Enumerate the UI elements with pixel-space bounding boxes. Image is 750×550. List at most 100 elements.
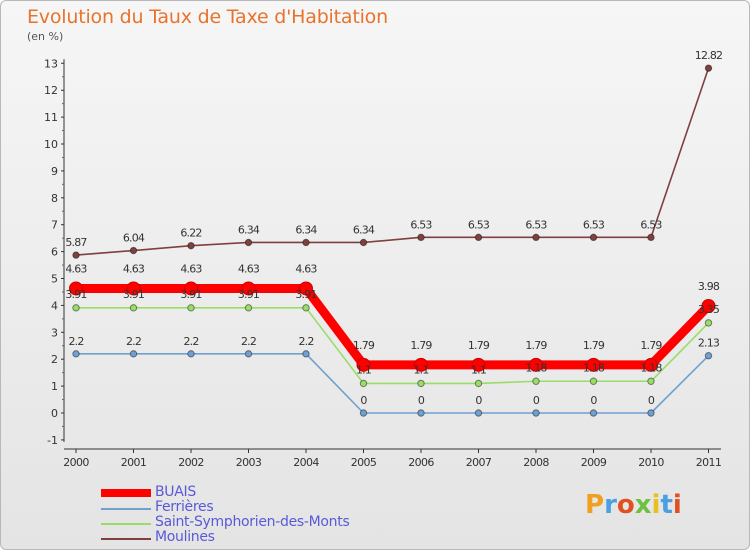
data-label-moulines: 6.04 <box>123 232 145 245</box>
data-label-ferrieres: 0 <box>533 394 540 407</box>
data-point-buais <box>184 281 198 296</box>
data-point-ferrieres <box>417 409 425 417</box>
data-label-buais: 1.79 <box>525 339 547 352</box>
data-label-moulines: 6.22 <box>180 227 201 240</box>
data-label-buais: 4.63 <box>238 262 260 275</box>
data-point-ferrieres <box>129 350 138 358</box>
logo-letter: i <box>672 490 682 520</box>
x-tick-label: 2004 <box>293 456 319 469</box>
data-point-moulines <box>417 233 425 242</box>
x-tick-label: 2001 <box>121 456 147 469</box>
data-label-buais: 4.63 <box>123 262 145 275</box>
data-point-saint-symphorien <box>417 379 425 388</box>
logo-letter: t <box>660 490 673 520</box>
data-point-buais <box>356 357 371 372</box>
data-label-moulines: 5.87 <box>65 236 87 249</box>
legend-swatch-saint-symphorien <box>101 523 151 525</box>
legend-label-buais: BUAIS <box>155 484 196 500</box>
data-point-saint-symphorien <box>532 377 540 385</box>
y-tick-label: 9 <box>51 165 58 178</box>
data-label-ferrieres: 2.2 <box>68 335 83 348</box>
legend-label-moulines: Moulines <box>155 529 215 545</box>
data-point-ferrieres <box>474 409 483 417</box>
y-tick-label: 6 <box>51 246 58 259</box>
logo-letter: r <box>604 490 617 520</box>
y-tick-label: 4 <box>51 299 58 312</box>
x-tick-label: 2009 <box>581 456 607 469</box>
data-point-saint-symphorien <box>589 377 598 385</box>
data-point-buais <box>126 281 141 296</box>
x-tick-label: 2006 <box>408 456 434 469</box>
legend-label-saint-symphorien: Saint-Symphorien-des-Monts <box>155 514 350 530</box>
logo-letter: i <box>651 490 661 520</box>
data-label-saint-symphorien: 3.35 <box>698 303 720 316</box>
y-tick-label: 11 <box>44 111 58 124</box>
data-point-ferrieres <box>244 350 253 358</box>
data-label-moulines: 6.34 <box>295 223 317 236</box>
data-label-ferrieres: 0 <box>360 394 367 407</box>
data-label-saint-symphorien: 1.18 <box>525 361 547 374</box>
y-tick-label: 7 <box>51 219 58 232</box>
data-label-ferrieres: 0 <box>418 394 425 407</box>
data-label-moulines: 12.82 <box>695 49 723 62</box>
data-point-moulines <box>187 241 195 250</box>
data-point-saint-symphorien <box>129 304 138 312</box>
data-label-ferrieres: 2.13 <box>698 337 720 350</box>
chart-title: Evolution du Taux de Taxe d'Habitation <box>27 6 388 28</box>
logo-letter: o <box>616 490 635 520</box>
data-label-ferrieres: 2.2 <box>183 335 198 348</box>
data-point-ferrieres <box>589 409 598 417</box>
data-point-moulines <box>244 238 253 247</box>
data-label-saint-symphorien: 3.91 <box>123 288 144 301</box>
series-layer <box>69 64 716 417</box>
y-tick-label: 0 <box>51 407 58 420</box>
data-label-saint-symphorien: 1.1 <box>356 363 371 376</box>
data-point-saint-symphorien <box>302 304 310 312</box>
legend-swatch-moulines <box>101 538 151 540</box>
data-point-ferrieres <box>359 409 368 417</box>
data-label-saint-symphorien: 3.91 <box>65 288 86 301</box>
data-point-saint-symphorien <box>474 379 483 388</box>
data-label-buais: 1.79 <box>353 339 375 352</box>
x-tick-label: 2011 <box>696 456 722 469</box>
x-tick-label: 2002 <box>178 456 204 469</box>
data-label-saint-symphorien: 1.1 <box>413 363 428 376</box>
data-point-buais <box>69 281 83 296</box>
data-point-moulines <box>129 246 138 255</box>
logo-letter: x <box>634 490 652 520</box>
data-point-moulines <box>359 238 368 247</box>
series-line-moulines <box>75 67 710 256</box>
series-line-ferrieres <box>75 353 710 414</box>
series-line-buais <box>71 283 713 370</box>
data-point-ferrieres <box>704 352 713 360</box>
data-point-buais <box>701 298 716 313</box>
data-label-moulines: 6.34 <box>238 223 260 236</box>
data-point-saint-symphorien <box>359 379 368 388</box>
data-point-ferrieres <box>187 350 195 358</box>
legend-swatch-ferrieres <box>101 508 151 510</box>
labels-layer: 2.2 2.2 2.2 2.2 2.2 0 0 0 0 0 0 2.13 3.91 3.91 3.91 3.9… <box>65 49 723 407</box>
data-label-saint-symphorien: 3.91 <box>295 288 316 301</box>
proxiti-logo: Proxiti <box>585 490 682 520</box>
data-point-moulines <box>704 64 713 72</box>
data-label-saint-symphorien: 3.91 <box>238 288 259 301</box>
data-label-moulines: 6.53 <box>583 218 605 231</box>
legend-label-ferrieres: Ferrières <box>155 499 214 515</box>
x-tick-label: 2007 <box>466 456 492 469</box>
data-point-ferrieres <box>532 409 540 417</box>
x-tick-label: 2003 <box>236 456 262 469</box>
data-label-buais: 3.98 <box>698 280 720 293</box>
series-line-saint-symphorien <box>75 307 710 385</box>
data-point-moulines <box>532 233 540 242</box>
data-point-moulines <box>72 251 80 259</box>
data-label-moulines: 6.53 <box>410 218 432 231</box>
x-tick-label: 2010 <box>638 456 664 469</box>
data-label-moulines: 6.53 <box>468 218 490 231</box>
y-tick-label: 13 <box>44 57 58 70</box>
data-point-moulines <box>302 238 310 247</box>
x-tick-label: 2000 <box>63 456 89 469</box>
data-point-moulines <box>589 233 598 242</box>
